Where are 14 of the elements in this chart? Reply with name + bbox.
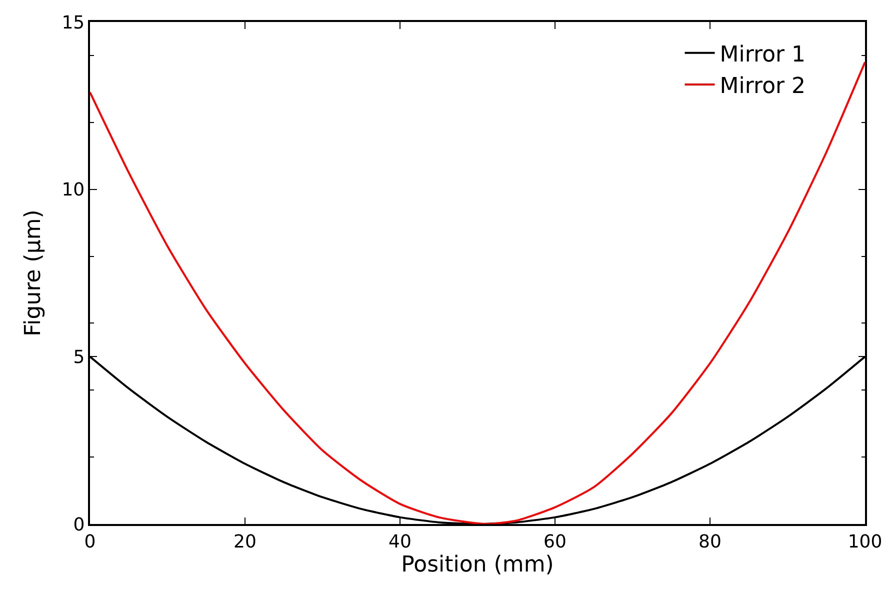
line-series	[90, 61, 865, 524]
y-tick-label: 10	[62, 180, 85, 201]
x-tick-label: 80	[698, 531, 722, 552]
x-axis-title: Position (mm)	[401, 552, 554, 578]
x-tick-label: 40	[388, 531, 412, 552]
y-tick-label: 15	[62, 12, 85, 34]
x-tick-label: 60	[544, 531, 566, 552]
legend-label: Mirror 1	[720, 42, 806, 68]
y-tick-label: 5	[73, 346, 85, 368]
x-tick-label: 100	[848, 531, 882, 552]
y-axis-title: Figure (µm)	[21, 210, 46, 336]
y-tick-label: 0	[73, 514, 85, 536]
legend-label: Mirror 2	[720, 74, 806, 100]
x-tick-label: 20	[234, 531, 256, 552]
